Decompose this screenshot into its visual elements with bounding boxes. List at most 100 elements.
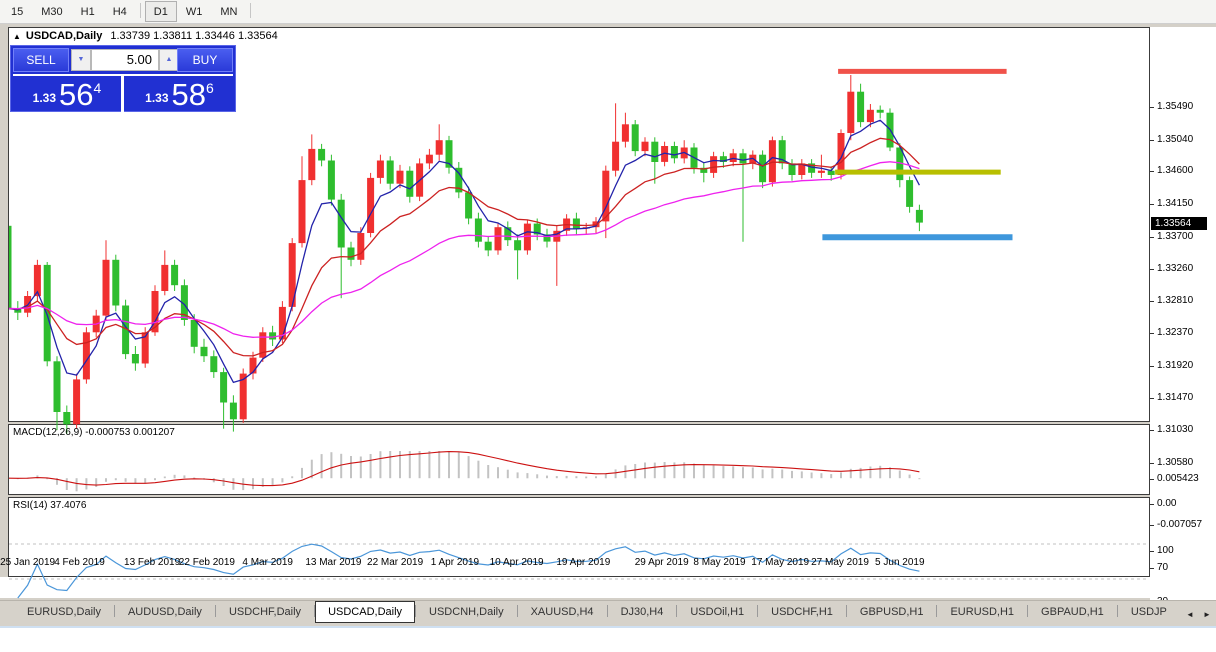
timeframe-button-MN[interactable]: MN bbox=[220, 6, 238, 18]
rsi-pane[interactable] bbox=[8, 497, 1150, 577]
ask-main: 58 bbox=[171, 77, 207, 112]
date-axis-label: 10 Apr 2019 bbox=[489, 557, 544, 568]
tab-usdoil-h1[interactable]: USDOil,H1 bbox=[690, 606, 745, 618]
price-axis-label: 1.31030 bbox=[1157, 424, 1194, 436]
sell-button[interactable]: SELL bbox=[13, 48, 69, 72]
date-axis-label: 17 May 2019 bbox=[751, 557, 810, 568]
date-axis-label: 19 Apr 2019 bbox=[556, 557, 611, 568]
tab-divider bbox=[676, 604, 678, 617]
tab-xauusd-h4[interactable]: XAUUSD,H4 bbox=[530, 606, 594, 618]
price-axis-label: 1.32810 bbox=[1157, 295, 1194, 307]
macd-axis-label: 0.00 bbox=[1157, 498, 1177, 509]
current-price-tag: 1.33564 bbox=[1151, 216, 1207, 230]
tab-scroll-left-icon[interactable]: ◄ bbox=[1186, 610, 1194, 619]
tab-divider bbox=[845, 604, 847, 617]
timeframe-button-D1[interactable]: D1 bbox=[144, 1, 177, 22]
tab-divider bbox=[113, 604, 115, 617]
macd-pane[interactable] bbox=[8, 424, 1150, 495]
axis-tick bbox=[1150, 525, 1154, 526]
tab-divider bbox=[757, 604, 759, 617]
one-click-trading-panel: SELL ▼ 5.00 ▲ BUY 1.33 56 4 1.33 58 6 bbox=[10, 45, 236, 112]
timeframe-button-15[interactable]: 15 bbox=[11, 6, 24, 18]
axis-tick bbox=[1150, 365, 1154, 367]
tab-divider bbox=[1116, 604, 1118, 617]
chart-ohlc-quote: 1.33739 1.33811 1.33446 1.33564 bbox=[110, 30, 278, 42]
bottom-strip bbox=[0, 626, 1216, 628]
tab-usdcnh-daily[interactable]: USDCNH,Daily bbox=[429, 606, 504, 618]
rsi-axis-label: 70 bbox=[1157, 562, 1169, 573]
tab-usdjp[interactable]: USDJP bbox=[1130, 606, 1167, 618]
timeframe-button-H4[interactable]: H4 bbox=[112, 6, 127, 18]
tab-divider bbox=[214, 604, 216, 617]
macd-indicator-label: MACD(12,26,9) -0.000753 0.001207 bbox=[13, 427, 175, 438]
price-axis-label: 1.33700 bbox=[1157, 230, 1194, 242]
axis-tick bbox=[1150, 430, 1154, 432]
tab-usdcad-daily[interactable]: USDCAD,Daily bbox=[315, 601, 416, 623]
price-axis-label: 1.30580 bbox=[1157, 456, 1194, 468]
chart-tabs-bar: EURUSD,Daily AUDUSD,Daily USDCHF,Daily USDC… bbox=[0, 600, 1216, 626]
mt4-window: 15 M30 H1 H4 D1 W1 MN ▲ USDCAD,Daily 1.33739 1.3… bbox=[0, 0, 1216, 628]
date-axis[interactable] bbox=[0, 577, 1216, 598]
date-axis-label: 5 Jun 2019 bbox=[875, 557, 925, 568]
price-axis-column[interactable] bbox=[1150, 27, 1216, 601]
tab-audusd-daily[interactable]: AUDUSD,Daily bbox=[127, 606, 202, 618]
macd-axis-label: -0.007057 bbox=[1157, 519, 1203, 530]
timeframe-toolbar: 15 M30 H1 H4 D1 W1 MN bbox=[0, 0, 1216, 24]
volume-decrease-button[interactable]: ▼ bbox=[71, 49, 91, 71]
tab-gbpaud-h1[interactable]: GBPAUD,H1 bbox=[1041, 606, 1104, 618]
timeframe-button-W1[interactable]: W1 bbox=[185, 6, 203, 18]
axis-tick bbox=[1150, 107, 1154, 108]
tab-divider bbox=[936, 604, 938, 617]
date-axis-label: 25 Jan 2019 bbox=[0, 557, 56, 568]
axis-tick bbox=[1150, 301, 1154, 303]
price-axis-label: 1.31470 bbox=[1157, 392, 1194, 404]
tab-usdchf-h1[interactable]: USDCHF,H1 bbox=[771, 606, 833, 618]
chart-title: USDCAD,Daily bbox=[25, 30, 103, 42]
tab-eurusd-h1[interactable]: EURUSD,H1 bbox=[950, 606, 1015, 618]
timeframe-button-H1[interactable]: H1 bbox=[80, 6, 95, 18]
bid-sup: 4 bbox=[93, 80, 102, 96]
price-axis-label: 1.35490 bbox=[1157, 101, 1194, 112]
chevron-down-icon: ▼ bbox=[77, 56, 85, 63]
tab-divider bbox=[314, 604, 316, 617]
tab-dj30-h4[interactable]: DJ30,H4 bbox=[620, 606, 664, 618]
bid-prefix: 1.33 bbox=[32, 91, 57, 105]
price-axis-label: 1.34600 bbox=[1157, 165, 1194, 177]
axis-tick bbox=[1150, 462, 1154, 464]
axis-tick bbox=[1150, 268, 1154, 270]
ask-sup: 6 bbox=[206, 80, 214, 96]
chart-workspace: ▲ USDCAD,Daily 1.33739 1.33811 1.33446 1.3… bbox=[0, 24, 1216, 624]
tab-eurusd-daily[interactable]: EURUSD,Daily bbox=[27, 606, 101, 618]
panel-divider bbox=[121, 74, 124, 112]
axis-tick bbox=[1150, 398, 1154, 400]
date-axis-label: 4 Mar 2019 bbox=[242, 557, 293, 568]
axis-tick bbox=[1150, 171, 1154, 173]
date-axis-label: 13 Feb 2019 bbox=[124, 557, 181, 568]
timeframe-button-M30[interactable]: M30 bbox=[41, 6, 63, 18]
axis-tick bbox=[1150, 333, 1154, 335]
ask-prefix: 1.33 bbox=[145, 91, 169, 105]
collapse-chart-icon[interactable]: ▲ bbox=[13, 32, 21, 41]
chart-canvas bbox=[9, 68, 1148, 599]
bid-main: 56 bbox=[59, 77, 94, 112]
tab-gbpusd-h1[interactable]: GBPUSD,H1 bbox=[859, 606, 924, 618]
toolbar-separator bbox=[139, 3, 141, 19]
axis-tick bbox=[1150, 504, 1154, 505]
tab-usdchf-daily[interactable]: USDCHF,Daily bbox=[228, 606, 302, 618]
bid-price-display[interactable]: 1.33 56 4 bbox=[13, 77, 121, 111]
chart-header: ▲ USDCAD,Daily 1.33739 1.33811 1.33446 1.3… bbox=[13, 30, 278, 42]
price-axis-label: 1.35040 bbox=[1157, 133, 1194, 145]
date-axis-label: 13 Mar 2019 bbox=[305, 557, 362, 568]
date-axis-label: 4 Feb 2019 bbox=[54, 557, 105, 568]
date-axis-label: 27 May 2019 bbox=[811, 557, 869, 568]
ask-price-display[interactable]: 1.33 58 6 bbox=[124, 77, 235, 111]
axis-tick bbox=[1150, 479, 1154, 480]
price-axis-label: 1.32370 bbox=[1157, 327, 1194, 339]
tab-scroll-right-icon[interactable]: ► bbox=[1203, 610, 1211, 619]
axis-tick bbox=[1150, 236, 1154, 238]
volume-increase-button[interactable]: ▲ bbox=[159, 49, 179, 71]
buy-button[interactable]: BUY bbox=[177, 48, 233, 72]
date-axis-label: 22 Feb 2019 bbox=[178, 557, 235, 568]
rsi-indicator-label: RSI(14) 37.4076 bbox=[13, 500, 87, 511]
volume-input[interactable]: 5.00 bbox=[91, 49, 159, 71]
